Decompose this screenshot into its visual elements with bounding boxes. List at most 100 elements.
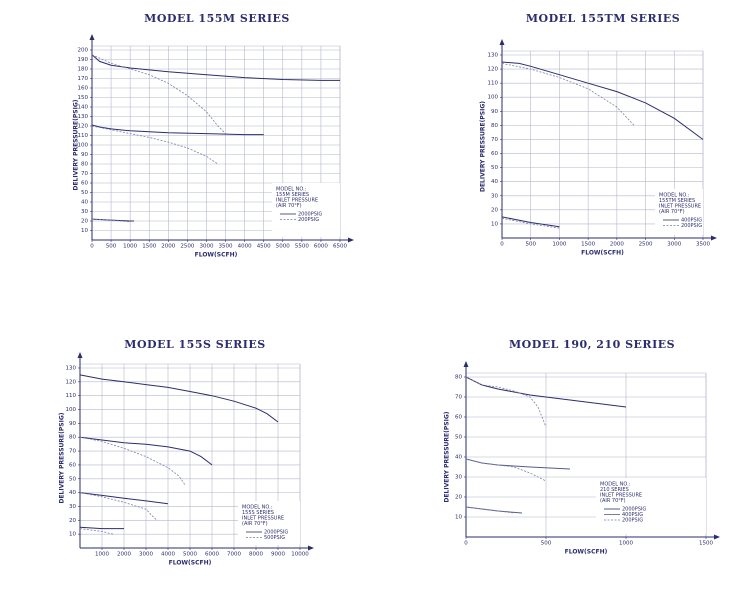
x-axis-label: FLOW(SCFH)	[195, 252, 238, 259]
y-tick-label: 40	[69, 490, 76, 496]
x-tick-label: 0	[500, 242, 504, 248]
y-tick-label: 110	[488, 81, 499, 87]
curve	[465, 376, 547, 428]
y-tick-label: 90	[69, 421, 76, 427]
x-tick-label: 9000	[271, 552, 285, 558]
y-tick-label: 80	[69, 435, 76, 441]
y-tick-label: 30	[69, 504, 76, 510]
x-tick-label: 4000	[161, 552, 175, 558]
y-tick-label: 50	[491, 165, 498, 171]
y-tick-label: 170	[78, 76, 89, 82]
x-tick-label: 2500	[639, 242, 653, 248]
y-tick-label: 120	[66, 379, 77, 385]
legend-label: 200PSIG	[681, 223, 702, 229]
x-tick-label: 1500	[699, 541, 713, 547]
y-tick-label: 70	[69, 449, 76, 455]
legend-note: (AIR 70°F)	[276, 203, 302, 209]
y-tick-label: 100	[78, 143, 89, 149]
x-tick-label: 4500	[257, 244, 271, 250]
x-tick-label: 500	[106, 244, 117, 250]
y-tick-label: 140	[78, 105, 89, 111]
x-tick-label: 0	[90, 244, 94, 250]
y-tick-label: 110	[66, 393, 77, 399]
curve	[91, 125, 219, 165]
legend-note: MODEL NO.:	[242, 505, 273, 511]
x-tick-label: 7000	[227, 552, 241, 558]
x-tick-label: 3000	[667, 242, 681, 248]
x-tick-label: 2000	[610, 242, 624, 248]
legend-box	[238, 501, 300, 545]
y-tick-label: 20	[81, 219, 88, 225]
y-axis-label: DELIVERY PRESSURE(PSIG)	[444, 411, 451, 502]
y-tick-label: 90	[491, 109, 498, 115]
chart: MODEL 190, 210 SERIES 0 500 1000 1500 10 20 30 4…	[444, 338, 720, 556]
x-axis-label: FLOW(SCFH)	[169, 560, 212, 567]
x-tick-label: 1000	[95, 552, 109, 558]
curve	[79, 436, 186, 486]
curve	[79, 374, 279, 423]
curve	[91, 54, 340, 81]
chart-title: MODEL 190, 210 SERIES	[509, 338, 675, 351]
legend-box	[272, 183, 340, 237]
arrow	[499, 39, 505, 45]
curve	[465, 458, 571, 470]
y-tick-label: 100	[488, 95, 499, 101]
chart: MODEL 155TM SERIES 0 500 1000 1500 2000 2500 30…	[480, 12, 717, 257]
curve	[91, 54, 226, 134]
legend-note: 155M SERIES	[276, 192, 309, 198]
curve	[91, 218, 131, 223]
y-tick-label: 200	[78, 48, 89, 54]
x-tick-label: 5000	[183, 552, 197, 558]
y-tick-label: 160	[78, 86, 89, 92]
x-tick-label: 8000	[249, 552, 263, 558]
x-tick-label: 3500	[219, 244, 233, 250]
y-tick-label: 20	[69, 518, 76, 524]
chart: MODEL 155S SERIES 1000 2000 3000 4000 5000 600…	[59, 338, 314, 567]
x-tick-label: 6000	[205, 552, 219, 558]
y-tick-label: 90	[81, 152, 88, 158]
curve	[91, 218, 134, 222]
legend-note: INLET PRESSURE	[659, 204, 701, 210]
y-tick-label: 110	[78, 133, 89, 139]
legend-label: 400PSIG	[622, 512, 643, 518]
y-tick-label: 190	[78, 57, 89, 63]
x-tick-label: 5000	[276, 244, 290, 250]
y-tick-label: 60	[455, 415, 462, 421]
x-tick-label: 2500	[180, 244, 194, 250]
y-tick-label: 30	[455, 475, 462, 481]
legend-note: INLET PRESSURE	[242, 516, 284, 522]
curve	[501, 61, 704, 140]
x-tick-label: 6000	[314, 244, 328, 250]
curve	[79, 436, 213, 466]
y-tick-label: 80	[491, 123, 498, 129]
y-tick-label: 40	[491, 179, 498, 185]
legend-note: INLET PRESSURE	[600, 493, 642, 499]
y-tick-label: 100	[66, 407, 77, 413]
x-tick-label: 3000	[199, 244, 213, 250]
curve	[501, 217, 560, 229]
arrow	[308, 545, 314, 551]
y-tick-label: 70	[81, 171, 88, 177]
x-tick-label: 3500	[696, 242, 710, 248]
legend-note: (AIR 70°F)	[659, 209, 685, 215]
x-tick-label: 1000	[619, 541, 633, 547]
legend-label: 500PSIG	[264, 535, 285, 541]
chart-title: MODEL 155TM SERIES	[526, 12, 680, 25]
y-tick-label: 180	[78, 67, 89, 73]
x-tick-label: 5500	[295, 244, 309, 250]
legend-note: 155S SERIES	[242, 510, 274, 516]
x-axis-label: FLOW(SCFH)	[565, 549, 608, 556]
legend-label: 200PSIG	[298, 217, 319, 223]
x-tick-label: 1000	[552, 242, 566, 248]
x-tick-label: 6500	[333, 244, 347, 250]
x-tick-label: 500	[541, 541, 552, 547]
legend-note: (AIR 70°F)	[242, 521, 268, 527]
arrow	[711, 235, 717, 241]
x-tick-label: 10000	[291, 552, 309, 558]
y-tick-label: 70	[455, 395, 462, 401]
x-tick-label: 1500	[581, 242, 595, 248]
y-tick-label: 70	[491, 137, 498, 143]
legend-note: INLET PRESSURE	[276, 198, 318, 204]
legend-note: (AIR 70°F)	[600, 498, 626, 504]
x-tick-label: 3000	[139, 552, 153, 558]
